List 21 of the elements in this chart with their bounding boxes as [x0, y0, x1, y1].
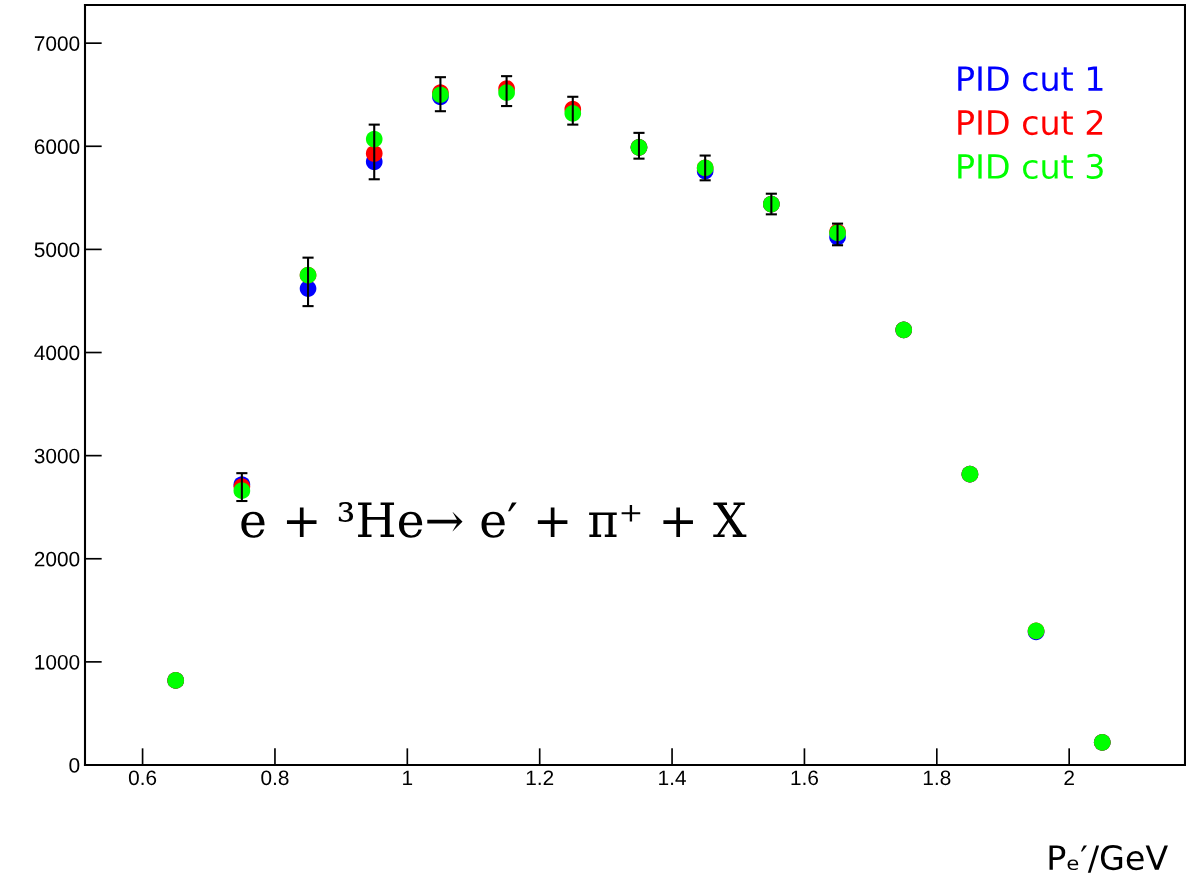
x-tick-label: 1.6: [791, 770, 818, 786]
y-tick-label: 1000: [35, 654, 80, 670]
x-tick-label: 0.6: [128, 770, 157, 786]
y-tick-label: 4000: [34, 345, 80, 361]
y-tick-label: 7000: [34, 36, 80, 51]
text: PID cut 1: [958, 66, 1103, 92]
x-tick-label: 0.8: [261, 770, 289, 786]
text: PID cut 2: [958, 109, 1103, 136]
y-tick-label: 0: [69, 758, 80, 773]
x-tick-label: 1.4: [659, 770, 686, 785]
x-tick-label: 1.2: [526, 770, 554, 785]
annotation: e + ³He→ e′ + π⁺ + X: [241, 501, 747, 538]
y-tick-label: 5000: [34, 242, 80, 258]
y-tick-label: 3000: [34, 448, 80, 464]
x-tick-label: 1: [403, 770, 413, 785]
text: PID cut 3: [958, 153, 1103, 180]
x-tick-label: 2: [1064, 770, 1074, 785]
y-tick-label: 2000: [34, 551, 80, 567]
y-tick-label: 6000: [34, 139, 80, 155]
x-axis-title: Pₑ′/GeV: [1049, 844, 1168, 873]
x-tick-label: 1.8: [923, 770, 951, 786]
